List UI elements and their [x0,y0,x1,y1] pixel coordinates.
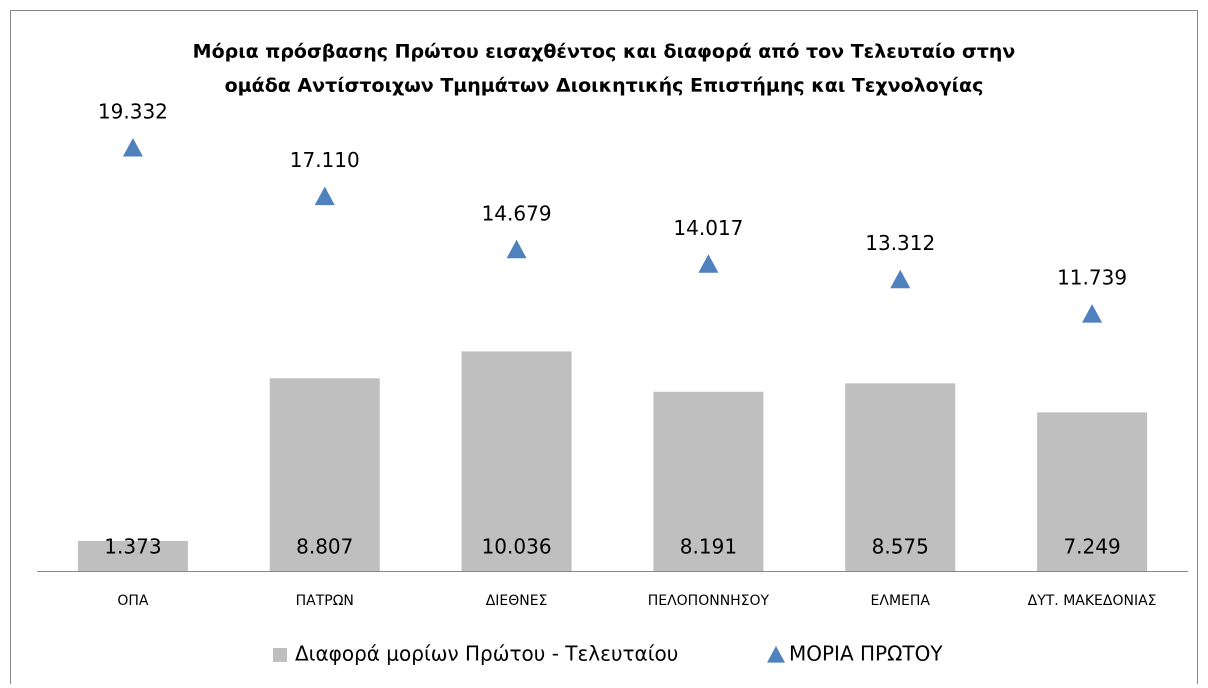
data-label: 19.332 [98,100,168,124]
marker [314,186,335,206]
bar [461,351,572,571]
legend-label: ΜΟΡΙΑ ΠΡΩΤΟΥ [789,642,943,666]
bar [653,391,764,571]
x-tick-label: ΠΕΛΟΠΟΝΝΗΣΟΥ [648,593,770,609]
data-label: 14.679 [482,201,552,225]
data-label: 1.373 [104,535,161,559]
x-tick-label: ΟΠΑ [117,593,149,609]
marker [1082,304,1103,323]
marker [122,138,143,157]
x-tick-label: ΔΙΕΘΝΕΣ [486,593,548,609]
x-tick-label: ΕΛΜΕΠΑ [871,593,931,609]
data-label: 8.575 [872,535,929,559]
marker [506,239,527,259]
data-label: 8.191 [680,535,737,559]
bar [1037,412,1148,571]
bar [269,378,380,571]
data-label: 7.249 [1063,535,1120,559]
bar [845,383,956,571]
x-tick-label: ΠΑΤΡΩΝ [296,593,354,609]
chart-frame [10,10,1198,688]
data-label: 10.036 [482,535,552,559]
x-tick-label: ΔΥΤ. ΜΑΚΕΔΟΝΙΑΣ [1028,593,1157,609]
legend-swatch [273,648,287,662]
data-label: 14.017 [673,216,743,240]
legend-label: Διαφορά μορίων Πρώτου - Τελευταίου [295,642,678,666]
legend-swatch [767,646,785,663]
marker [698,254,719,273]
data-label: 17.110 [290,148,360,172]
marker [890,269,911,289]
data-label: 8.807 [296,535,353,559]
chart-title: Μόρια πρόσβασης Πρώτου εισαχθέντος και δ… [193,41,1016,63]
data-label: 13.312 [865,231,935,255]
data-label: 11.739 [1057,266,1127,290]
bar [77,540,188,571]
chart-title: ομάδα Αντίστοιχων Τμημάτων Διοικητικής Ε… [225,75,984,97]
